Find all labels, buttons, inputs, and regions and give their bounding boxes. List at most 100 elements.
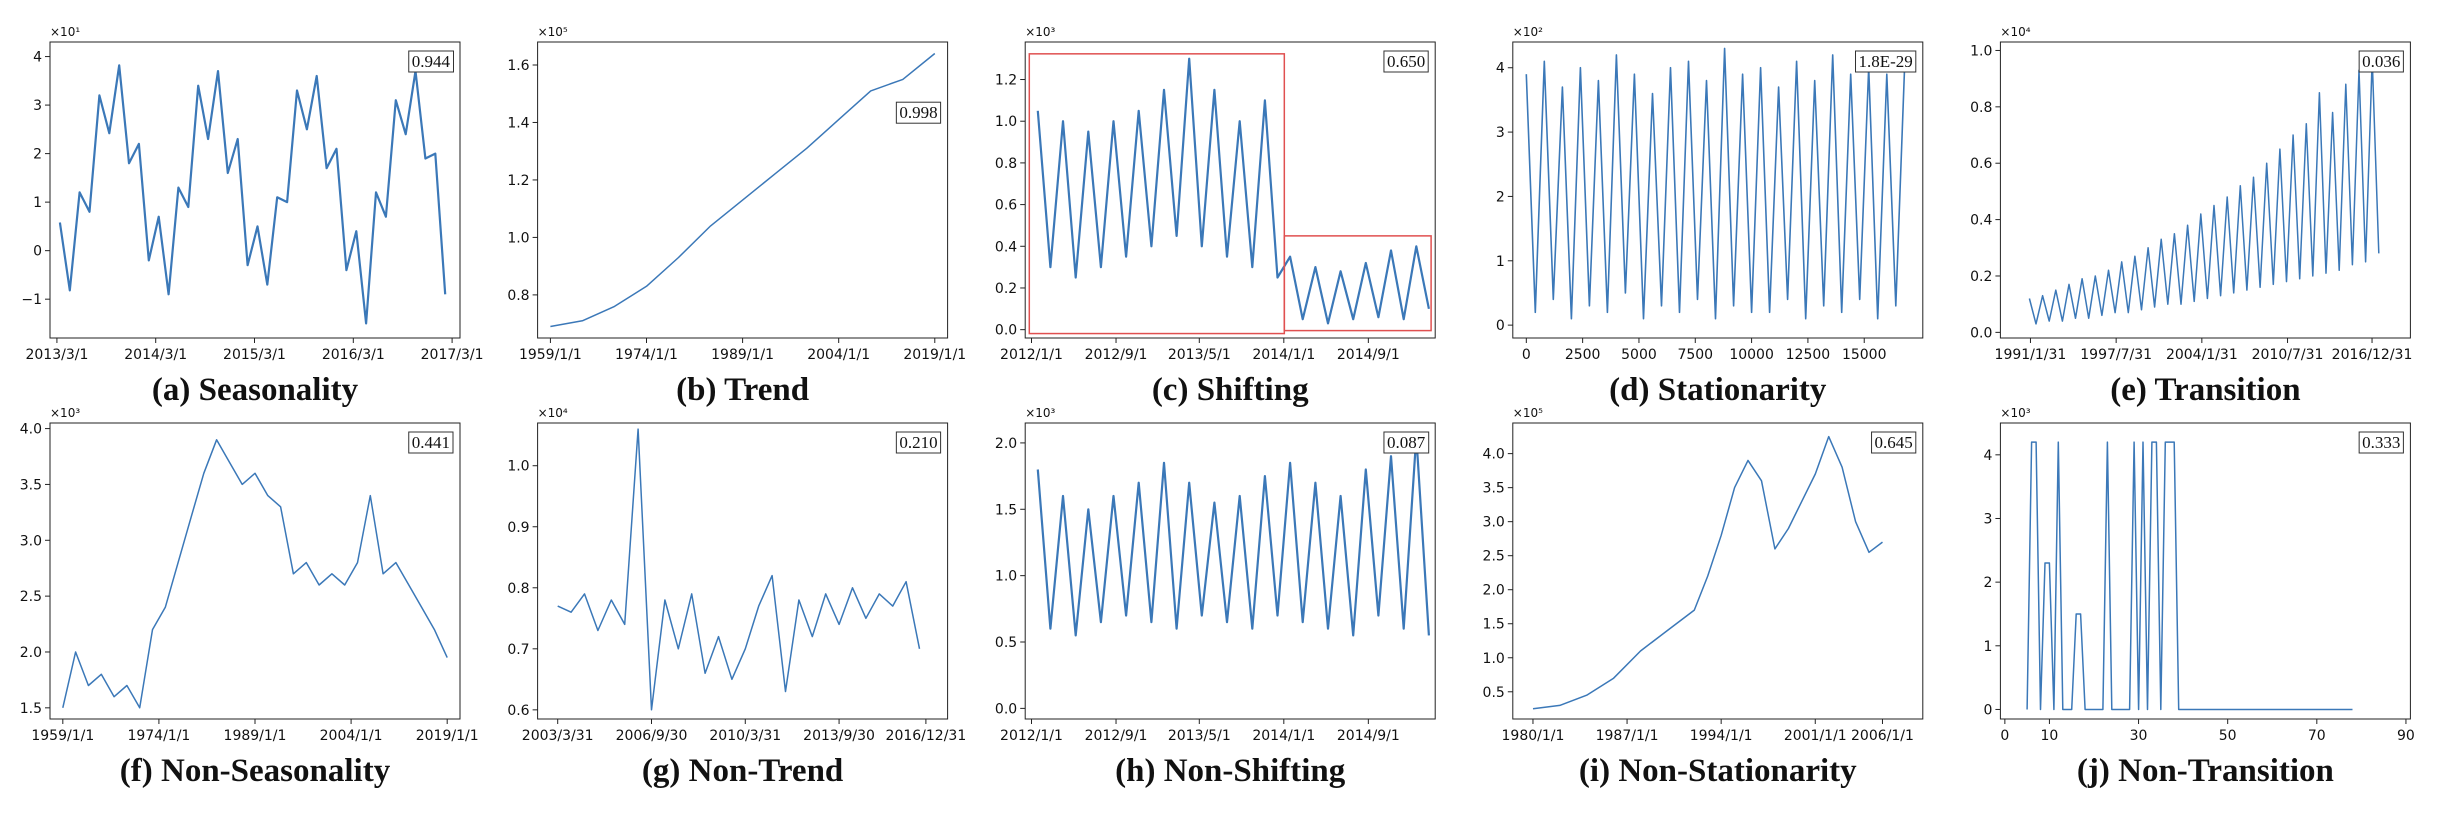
y-scale-label: ×10⁴ [2000, 25, 2030, 39]
x-tick-label: 1974/1/1 [127, 728, 190, 744]
y-scale-label: ×10³ [1025, 25, 1055, 39]
annotation: 0.441 [412, 433, 450, 452]
x-tick-label: 2013/5/1 [1168, 347, 1231, 363]
y-tick-label: 1.2 [995, 73, 1017, 89]
subplot-title: (j) Non-Transition [2077, 753, 2334, 789]
subplot: 0.6 0.7 0.8 0.9 1.0 2003/3/31 2006/9/30 2010/3/… [507, 406, 966, 789]
annotation-box [895, 101, 942, 124]
subplot: −1 0 1 2 3 4 2013/3/1 2014/3/1 2015/3/1 2016/3/1 2… [21, 25, 483, 408]
x-tick-label: 2016/12/31 [886, 728, 967, 744]
y-tick-label: 0.8 [507, 581, 529, 597]
y-scale-label: ×10¹ [50, 25, 80, 39]
y-tick-label: 3.0 [1483, 515, 1505, 531]
data-line [1525, 47, 1906, 320]
y-tick-label: 1.6 [507, 58, 529, 74]
subplot-title: (h) Non-Shifting [1115, 753, 1346, 789]
subplot: 0 1 2 3 4 0 2500 5000 7500 10000 12500 15000 ×10² 1.8… [1496, 25, 1924, 408]
data-line [2028, 58, 2380, 325]
subplot: 0.0 0.2 0.4 0.6 0.8 1.0 1.2 2012/1/1 2012/9/1 201… [995, 25, 1436, 408]
y-tick-label: 3 [1983, 511, 1992, 527]
plot-frame [537, 422, 949, 720]
x-tick-label: 2004/1/1 [807, 347, 870, 363]
plot-frame [49, 41, 461, 339]
y-tick-label: 0.5 [995, 635, 1017, 651]
x-tick-label: 70 [2308, 728, 2326, 744]
data-line [1036, 57, 1430, 325]
subplot-title: (i) Non-Stationarity [1579, 753, 1857, 789]
subplot-title: (f) Non-Seasonality [120, 753, 391, 789]
x-tick-label: 2500 [1565, 347, 1601, 363]
y-tick-label: 4 [1983, 448, 1992, 464]
y-tick-label: 0.2 [995, 281, 1017, 297]
highlight-region [1283, 235, 1432, 332]
subplot: 0.0 0.5 1.0 1.5 2.0 2012/1/1 2012/9/1 2013/5/1 2… [995, 406, 1436, 789]
y-tick-label: 0.0 [995, 323, 1017, 339]
x-tick-label: 2006/1/1 [1851, 728, 1914, 744]
x-tick-label: 2006/9/30 [616, 728, 688, 744]
x-tick-label: 1991/1/31 [1995, 347, 2067, 363]
y-tick-label: 0.4 [1970, 213, 1992, 229]
y-tick-label: 0 [33, 244, 42, 260]
y-tick-label: 1.2 [507, 173, 529, 189]
x-tick-label: 2013/5/1 [1168, 728, 1231, 744]
y-tick-label: 0.6 [995, 198, 1017, 214]
y-scale-label: ×10² [1513, 25, 1543, 39]
annotation: 0.944 [412, 52, 451, 71]
annotation: 0.645 [1875, 433, 1913, 452]
y-tick-label: 4.0 [20, 422, 42, 438]
x-tick-label: 2003/3/31 [522, 728, 594, 744]
data-line [557, 428, 921, 711]
annotation-box [2358, 50, 2404, 73]
annotation-box [895, 431, 942, 454]
y-scale-label: ×10³ [1025, 406, 1055, 420]
x-tick-label: 2014/1/1 [1252, 347, 1315, 363]
x-tick-label: 5000 [1621, 347, 1657, 363]
y-tick-label: 2.0 [1483, 583, 1505, 599]
x-tick-label: 2014/9/1 [1337, 347, 1400, 363]
y-tick-label: 1.5 [995, 502, 1017, 518]
y-tick-label: 0.8 [507, 288, 529, 304]
x-tick-label: 1987/1/1 [1596, 728, 1659, 744]
y-tick-label: 2 [1496, 189, 1505, 205]
annotation: 0.210 [899, 433, 937, 452]
y-tick-label: 1.5 [20, 701, 42, 717]
annotation: 1.8E-29 [1859, 52, 1913, 71]
subplot-title: (a) Seasonality [152, 372, 359, 408]
x-tick-label: 2016/12/31 [2332, 347, 2413, 363]
y-tick-label: 0.6 [1970, 156, 1992, 172]
data-line [58, 64, 447, 325]
x-tick-label: 2014/3/1 [124, 347, 187, 363]
x-tick-label: 1989/1/1 [224, 728, 287, 744]
plot-frame [49, 422, 461, 720]
annotation-box [1855, 50, 1917, 73]
annotation-box [2358, 431, 2404, 454]
plot-frame [1512, 422, 1924, 720]
x-tick-label: 10000 [1729, 347, 1774, 363]
data-line [1036, 435, 1430, 637]
data-line [1532, 435, 1883, 710]
y-tick-label: 4 [1496, 61, 1505, 77]
x-tick-label: 7500 [1677, 347, 1713, 363]
x-tick-label: 30 [2130, 728, 2148, 744]
x-tick-label: 1974/1/1 [615, 347, 678, 363]
y-scale-label: ×10⁴ [538, 406, 568, 420]
y-tick-label: 1.0 [995, 114, 1017, 130]
y-tick-label: 0.8 [995, 156, 1017, 172]
y-tick-label: 3.5 [20, 477, 42, 493]
x-tick-label: 2017/3/1 [421, 347, 484, 363]
subplot-title: (b) Trend [676, 372, 809, 408]
x-tick-label: 1994/1/1 [1690, 728, 1753, 744]
annotation: 0.650 [1387, 52, 1425, 71]
y-tick-label: 2 [1983, 575, 1992, 591]
annotation: 0.036 [2362, 52, 2400, 71]
plot-frame [1512, 41, 1924, 339]
y-tick-label: 0 [1983, 702, 1992, 718]
y-tick-label: 0.0 [995, 701, 1017, 717]
x-tick-label: 90 [2397, 728, 2415, 744]
y-tick-label: 2.5 [1483, 549, 1505, 565]
y-tick-label: 1 [1983, 639, 1992, 655]
y-tick-label: 4 [33, 50, 42, 66]
y-tick-label: 1 [33, 195, 42, 211]
y-tick-label: 1.4 [507, 115, 529, 131]
x-tick-label: 2012/1/1 [1000, 347, 1063, 363]
